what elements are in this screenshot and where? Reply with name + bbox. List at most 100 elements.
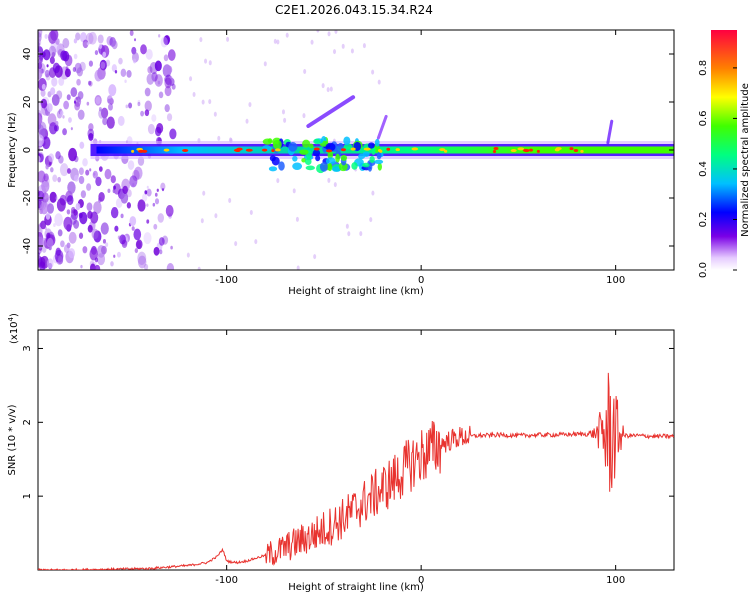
spectrogram-noise-cell (157, 80, 161, 85)
spectrogram-noise-cell (245, 118, 249, 124)
spectrogram-noise-cell (163, 54, 169, 62)
spectrogram-noise-cell (41, 83, 46, 90)
ridge-fragment (340, 154, 348, 162)
spectrogram-noise-cell (137, 199, 146, 212)
spectrogram-noise-cell (111, 40, 118, 50)
spectrogram-noise-cell (80, 264, 83, 269)
spectrogram-noise-cell (44, 34, 48, 40)
spectrogram-y-tick-label: -20 (22, 190, 33, 206)
snr-scale-exponent: 4 (7, 316, 15, 321)
spectrogram-noise-cell (45, 164, 49, 170)
snr-y-tick-label: 1 (22, 493, 33, 499)
spectrogram-noise-cell (51, 94, 60, 106)
spectrogram-noise-cell (56, 90, 63, 100)
spectrogram-noise-cell (111, 64, 117, 73)
ridge-fragment (335, 153, 340, 163)
spectrogram-noise-cell (48, 45, 57, 58)
spectrogram-noise-cell (66, 209, 70, 214)
spectrogram-noise-cell (327, 31, 331, 37)
snr-x-label: Height of straight line (km) (288, 582, 424, 593)
ridge-hotspot (163, 148, 170, 152)
spectrogram-noise-cell (164, 77, 172, 89)
spectrogram-noise-cell (281, 109, 285, 115)
spectrogram-noise-cell (78, 167, 84, 175)
spectrogram-noise-cell (164, 104, 170, 113)
spectrogram-noise-cell (202, 190, 206, 196)
spectrogram-noise-cell (42, 49, 51, 61)
spectrogram-noise-cell (38, 114, 42, 126)
spectrogram-noise-cell (58, 77, 65, 86)
spectrogram-noise-cell (67, 168, 71, 174)
spectrogram-noise-cell (55, 196, 59, 201)
spectrogram-noise-cell (53, 124, 59, 132)
spectrogram-noise-cell (137, 255, 147, 269)
spectrogram-noise-cell (68, 248, 76, 259)
ridge-fragment (319, 162, 329, 172)
spectrogram-noise-cell (273, 38, 277, 44)
spectrogram-noise-cell (302, 113, 306, 119)
spectrogram-noise-cell (163, 35, 170, 46)
ridge-fragment (343, 136, 351, 146)
spectrogram-noise-cell (164, 85, 172, 97)
spectrogram-noise-cell (158, 237, 165, 246)
ridge-hotspot (492, 149, 497, 153)
spectrogram-noise-cell (145, 48, 153, 60)
ridge-hotspot (138, 149, 145, 153)
spectrogram-noise-cell (78, 232, 84, 239)
spectrogram-noise-cell (38, 170, 46, 183)
spectrogram-noise-cell (38, 102, 43, 114)
spectrogram-x-tick-label: 100 (606, 275, 625, 286)
spectrogram-noise-cell (146, 185, 149, 189)
spectrogram-noise-cell (86, 101, 90, 106)
spectrogram-noise-cell (371, 69, 375, 75)
ridge-fragment (369, 156, 375, 163)
spectrogram-noise-cell (129, 216, 137, 227)
spectrogram-noise-cell (127, 160, 135, 170)
spectrogram-noise-cell (303, 68, 307, 74)
spectrogram-noise-cell (164, 77, 168, 82)
spectrogram-noise-cell (248, 102, 252, 108)
spectrogram-noise-cell (75, 32, 81, 41)
spectrogram-noise-cell (49, 191, 57, 203)
ridge-fragment (308, 143, 314, 149)
spectrogram-noise-cell (102, 239, 106, 244)
spectrogram-noise-cell (74, 101, 81, 111)
spectrogram-noise-cell (38, 155, 41, 163)
spectrogram-noise-cell (276, 178, 280, 184)
spectrogram-noise-cell (82, 246, 88, 254)
spectrogram-noise-cell (53, 223, 56, 228)
spectrogram-noise-cell (166, 65, 173, 74)
spectrogram-noise-cell (263, 61, 267, 67)
spectrogram-noise-cell (102, 117, 108, 126)
snr-y-label: SNR (10 * v/v) (7, 404, 18, 475)
ridge-fragment (351, 162, 358, 170)
ridge-hotspot (536, 149, 540, 153)
spectrogram-noise-cell (44, 69, 50, 78)
spectrogram-noise-cell (134, 38, 137, 42)
spectrogram-noise-cell (56, 198, 66, 212)
spectrogram-noise-cell (88, 31, 97, 45)
spectrogram-noise-cell (136, 239, 143, 250)
spectrogram-noise-cell (158, 91, 164, 99)
spectrogram-noise-cell (79, 141, 85, 149)
ridge-hotspot (235, 149, 241, 153)
ridge-hotspot (443, 149, 448, 153)
spectrogram-y-tick-label: -40 (22, 238, 33, 254)
spectrogram-noise-cell (359, 231, 363, 237)
spectrogram-noise-cell (133, 228, 142, 241)
spectrogram-noise-cell (98, 107, 102, 112)
spectrogram-noise-cell (100, 61, 106, 69)
spectrogram-noise-cell (146, 203, 149, 207)
spectrogram-noise-cell (86, 42, 89, 46)
spectrogram-noise-cell (126, 69, 132, 78)
ridge-hotspot (245, 148, 253, 152)
colorbar-gradient (711, 30, 737, 270)
spectrogram-noise-cell (117, 115, 125, 127)
spectrogram-noise-cell (98, 108, 105, 119)
ridge-fragment (327, 150, 334, 160)
spectrogram-noise-cell (77, 109, 85, 120)
spectrogram-noise-cell (46, 103, 53, 112)
spectrogram-noise-cell (98, 43, 103, 50)
ridge-core (96, 146, 674, 154)
spectrogram-noise-cell (68, 147, 78, 162)
